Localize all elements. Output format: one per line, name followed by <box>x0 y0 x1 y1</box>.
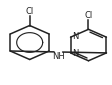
Text: Cl: Cl <box>84 11 93 20</box>
Text: N: N <box>72 32 78 41</box>
Text: NH: NH <box>52 52 65 61</box>
Text: N: N <box>72 49 78 58</box>
Text: Cl: Cl <box>26 7 34 16</box>
